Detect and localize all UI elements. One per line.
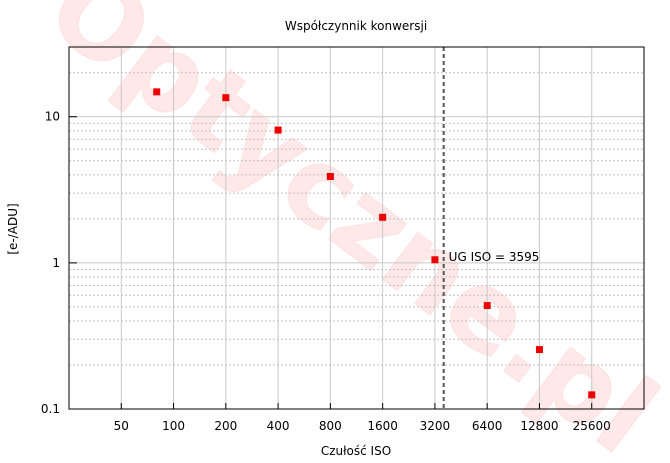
x-tick-label: 25600 xyxy=(573,419,611,433)
data-point xyxy=(326,172,334,180)
data-point xyxy=(379,213,387,221)
x-tick-label: 800 xyxy=(319,419,342,433)
y-tick-label: 1 xyxy=(52,256,60,270)
x-axis-label: Czułość ISO xyxy=(321,444,391,458)
x-tick-label: 400 xyxy=(267,419,290,433)
y-tick-label: 0.1 xyxy=(41,402,60,416)
data-point xyxy=(483,302,491,310)
data-point xyxy=(153,88,161,96)
data-point xyxy=(274,126,282,134)
data-point xyxy=(431,256,439,264)
watermark: Optyczne.pl xyxy=(25,0,670,463)
y-axis-label: [e-/ADU] xyxy=(6,203,20,254)
x-tick-label: 200 xyxy=(214,419,237,433)
unity-gain-label: UG ISO = 3595 xyxy=(449,250,540,264)
data-point xyxy=(588,391,596,399)
chart-title: Współczynnik konwersji xyxy=(285,19,427,33)
data-point xyxy=(535,346,543,354)
data-point xyxy=(222,94,230,102)
x-tick-label: 50 xyxy=(114,419,129,433)
plot-frame xyxy=(68,46,645,410)
x-tick-label: 3200 xyxy=(420,419,451,433)
x-tick-label: 100 xyxy=(162,419,185,433)
y-tick-label: 10 xyxy=(45,110,60,124)
grid xyxy=(69,46,644,410)
x-tick-label: 12800 xyxy=(520,419,558,433)
x-tick-label: 1600 xyxy=(367,419,398,433)
x-tick-label: 6400 xyxy=(472,419,503,433)
